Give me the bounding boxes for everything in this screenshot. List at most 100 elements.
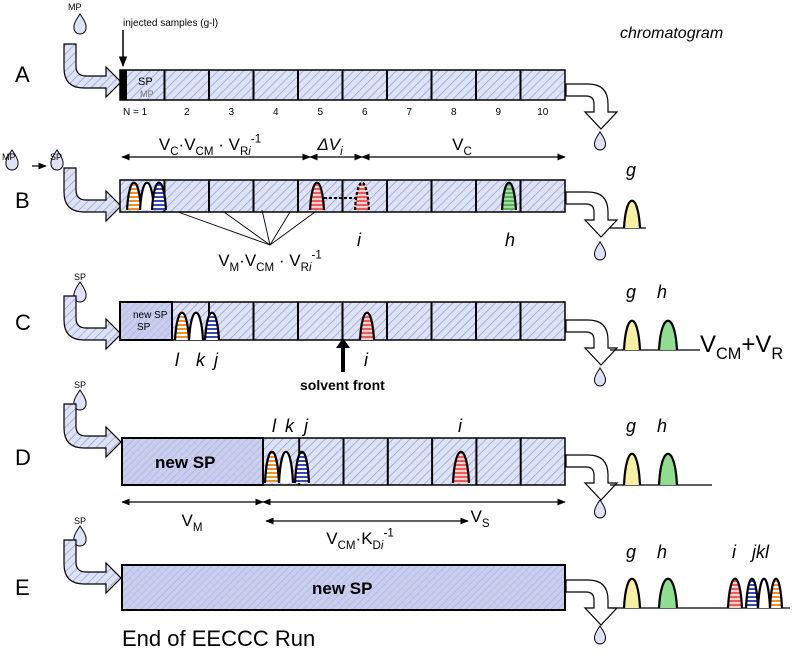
- peak: [187, 311, 205, 341]
- formula-part: V: [159, 135, 171, 154]
- formula: VM·VCM · VRi-1: [218, 249, 322, 274]
- sample-band: [120, 70, 127, 100]
- inlet-arrow: [63, 167, 122, 223]
- drop: [593, 625, 607, 645]
- label: i: [357, 230, 362, 250]
- label: E: [15, 575, 30, 600]
- label: chromatogram: [620, 25, 723, 42]
- label: j: [301, 416, 309, 436]
- formula: VC: [452, 135, 472, 158]
- peak: [657, 452, 679, 486]
- new-sp-zone: [121, 564, 566, 611]
- pointer: [269, 211, 316, 246]
- label: new SP: [155, 453, 215, 472]
- label: j: [211, 350, 219, 370]
- formula-part: D: [373, 540, 381, 552]
- outlet-arrow: [565, 83, 619, 130]
- drop: [593, 241, 607, 261]
- peak: [657, 577, 679, 609]
- label: l: [175, 350, 180, 370]
- peak: [622, 577, 642, 609]
- label: 8: [451, 107, 457, 118]
- formula-part: i: [340, 146, 343, 158]
- formula-part: V: [452, 135, 464, 154]
- formula: VCM+VR: [700, 331, 783, 363]
- label: C: [15, 310, 31, 335]
- peak: [277, 450, 295, 484]
- formula-part: i: [309, 262, 312, 274]
- label: h: [657, 416, 667, 436]
- inlet-arrow: [63, 403, 122, 459]
- formula-part: ·V: [239, 251, 257, 270]
- outlet-arrow: [565, 579, 619, 626]
- formula-part: M: [230, 262, 240, 274]
- drop: [593, 367, 607, 387]
- peak: [353, 181, 371, 211]
- formula-part: V: [700, 331, 716, 358]
- label: 5: [317, 107, 323, 118]
- label: i: [732, 542, 737, 562]
- label: A: [15, 62, 30, 87]
- label: 6: [362, 107, 368, 118]
- formula-part: M: [193, 522, 203, 534]
- label: N = 1: [123, 107, 148, 118]
- label: g: [626, 416, 636, 436]
- label: injected samples (g-l): [123, 18, 218, 29]
- label: k: [196, 350, 206, 370]
- label: 2: [184, 107, 190, 118]
- label: l: [272, 416, 277, 436]
- formula: VM: [182, 511, 203, 534]
- peak: [622, 199, 642, 229]
- outlet-arrow: [565, 454, 619, 501]
- label: 10: [537, 107, 549, 118]
- formula-part: · V: [214, 135, 241, 154]
- label: MP: [2, 152, 16, 162]
- formula-part: V: [326, 529, 338, 548]
- formula-part: V: [182, 511, 194, 530]
- label: new SP: [312, 579, 372, 598]
- label: 4: [273, 107, 279, 118]
- formula-part: CM: [716, 345, 741, 363]
- label: k: [285, 416, 295, 436]
- formula-part: -1: [383, 527, 393, 539]
- label: SP: [137, 322, 151, 333]
- label: g: [626, 542, 636, 562]
- peak: [203, 311, 221, 341]
- drop: [73, 389, 87, 411]
- label: h: [657, 542, 667, 562]
- pointer: [269, 211, 291, 246]
- formula: ΔVi: [316, 135, 343, 158]
- peak: [657, 319, 679, 351]
- label: jkl: [749, 542, 770, 562]
- drop: [593, 131, 607, 151]
- inlet-arrow: [63, 43, 122, 99]
- formula-part: C: [464, 146, 472, 158]
- formula-part: ·V: [179, 135, 197, 154]
- drop: [50, 149, 64, 171]
- formula-part: V: [470, 507, 482, 526]
- label: B: [15, 188, 30, 213]
- label: new SP: [133, 310, 168, 321]
- outlet-arrow: [565, 319, 619, 366]
- formula-part: i: [248, 146, 251, 158]
- peak: [358, 311, 376, 341]
- peak: [500, 181, 518, 211]
- formula-part: R: [240, 146, 248, 158]
- peak: [622, 452, 642, 486]
- peak: [768, 577, 784, 609]
- formula-part: i: [381, 540, 384, 552]
- label: MP: [68, 2, 82, 12]
- label: h: [657, 282, 667, 302]
- label: g: [626, 160, 636, 180]
- formula-part: +V: [741, 331, 771, 358]
- formula: VCM·KDi-1: [326, 527, 394, 552]
- formula-part: R: [771, 345, 783, 363]
- formula-part: · V: [274, 251, 301, 270]
- formula-part: -1: [251, 133, 261, 145]
- label: D: [15, 445, 31, 470]
- peak: [726, 577, 744, 609]
- pointer: [223, 211, 271, 246]
- pointer: [261, 209, 271, 246]
